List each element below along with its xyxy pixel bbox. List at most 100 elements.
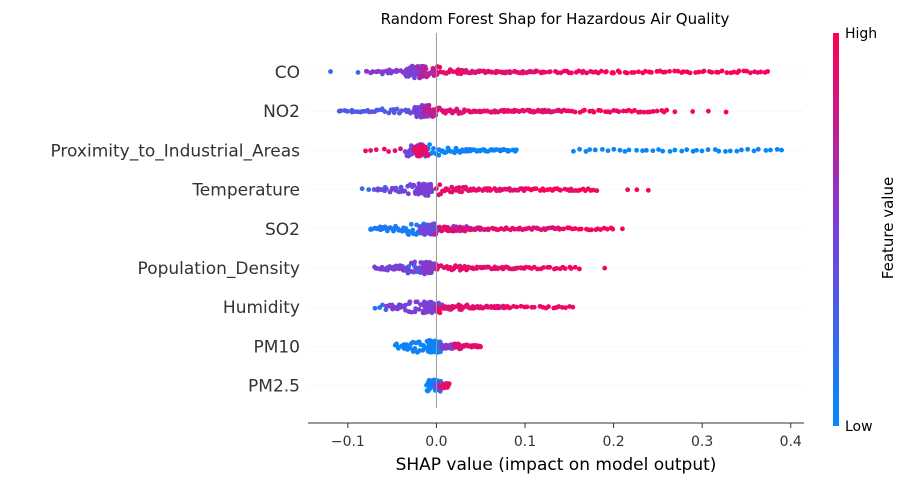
feature-label: Humidity	[223, 298, 300, 318]
feature-label: NO2	[263, 102, 300, 122]
shap-point	[744, 68, 750, 74]
shap-point	[373, 147, 379, 153]
x-tick-label: 0.4	[780, 434, 802, 450]
shap-point	[602, 265, 608, 271]
shap-point	[533, 186, 539, 192]
shap-point	[392, 148, 398, 154]
shap-point	[439, 228, 445, 234]
shap-point	[667, 148, 673, 154]
shap-point	[437, 182, 443, 188]
shap-point	[363, 148, 368, 154]
feature-swarm-6	[372, 299, 576, 316]
shap-point	[660, 148, 666, 154]
shap-point	[599, 146, 605, 152]
shap-point	[344, 108, 350, 114]
shap-point	[520, 70, 526, 76]
shap-point	[429, 189, 435, 195]
shap-point	[572, 264, 578, 270]
shap-point	[386, 149, 392, 154]
shap-point	[485, 227, 491, 233]
colorbar	[833, 33, 839, 426]
shap-point	[459, 189, 465, 195]
shap-point	[616, 109, 622, 115]
shap-point	[366, 187, 372, 193]
shap-point	[747, 70, 753, 76]
shap-point	[431, 221, 437, 227]
shap-point	[394, 106, 400, 112]
shap-point	[672, 109, 678, 115]
shap-point	[716, 148, 722, 154]
shap-point	[411, 269, 417, 275]
shap-point	[634, 187, 640, 193]
shap-point	[368, 148, 373, 153]
shap-point	[383, 186, 389, 192]
shap-point	[421, 299, 427, 305]
shap-point	[456, 185, 462, 190]
shap-point	[598, 227, 603, 232]
shap-point	[751, 148, 757, 154]
shap-point	[604, 226, 610, 232]
shap-point	[636, 69, 641, 75]
shap-point	[409, 309, 414, 315]
shap-point	[650, 109, 656, 114]
chart-title: Random Forest Shap for Hazardous Air Qua…	[381, 10, 730, 28]
shap-point	[617, 147, 623, 153]
shap-point	[745, 146, 751, 152]
shap-point	[594, 188, 600, 194]
feature-swarm-0	[328, 63, 771, 81]
shap-point	[428, 309, 434, 315]
feature-label: PM10	[253, 337, 300, 357]
shap-point	[723, 109, 729, 115]
shap-point	[696, 69, 702, 75]
shap-point	[699, 148, 705, 154]
shap-point	[605, 148, 611, 154]
shap-point	[547, 69, 553, 75]
shap-point	[478, 344, 483, 350]
shap-point	[610, 226, 616, 232]
x-tick-label: 0.3	[691, 434, 713, 450]
x-tick-label: 0.1	[514, 434, 536, 450]
shap-point	[482, 68, 487, 74]
shap-point	[690, 109, 696, 114]
shap-point	[611, 146, 617, 152]
shap-point	[656, 147, 661, 152]
shap-point	[705, 108, 711, 114]
shap-point	[402, 188, 408, 194]
shap-point	[576, 68, 582, 74]
shap-point	[407, 299, 413, 305]
shap-point	[514, 265, 520, 271]
shap-point	[562, 266, 568, 272]
shap-point	[437, 64, 443, 70]
shap-point	[468, 227, 474, 232]
shap-point	[328, 69, 333, 74]
shap-point	[531, 304, 537, 310]
shap-point	[557, 226, 563, 232]
shap-point	[541, 265, 546, 270]
feature-label: SO2	[265, 220, 300, 240]
shap-point	[463, 184, 469, 190]
shap-point	[411, 182, 417, 188]
shap-point	[734, 148, 740, 154]
shap-point	[431, 146, 436, 151]
shap-point	[654, 108, 660, 114]
shap-point	[437, 309, 442, 315]
feature-label: Temperature	[191, 181, 300, 201]
shap-point	[634, 147, 639, 153]
shap-point	[399, 108, 404, 114]
shap-point	[426, 102, 432, 108]
shap-point	[679, 148, 685, 154]
shap-point	[372, 305, 378, 311]
shap-point	[521, 188, 527, 194]
shap-point	[418, 302, 424, 308]
shap-point	[558, 187, 563, 193]
shap-point	[684, 147, 690, 153]
shap-point	[397, 263, 403, 269]
shap-point	[755, 146, 761, 152]
shap-point	[645, 187, 651, 193]
shap-point	[534, 68, 540, 74]
shap-point	[719, 68, 725, 74]
shap-point	[662, 69, 668, 75]
shap-point	[709, 69, 715, 75]
shap-point	[514, 304, 520, 310]
